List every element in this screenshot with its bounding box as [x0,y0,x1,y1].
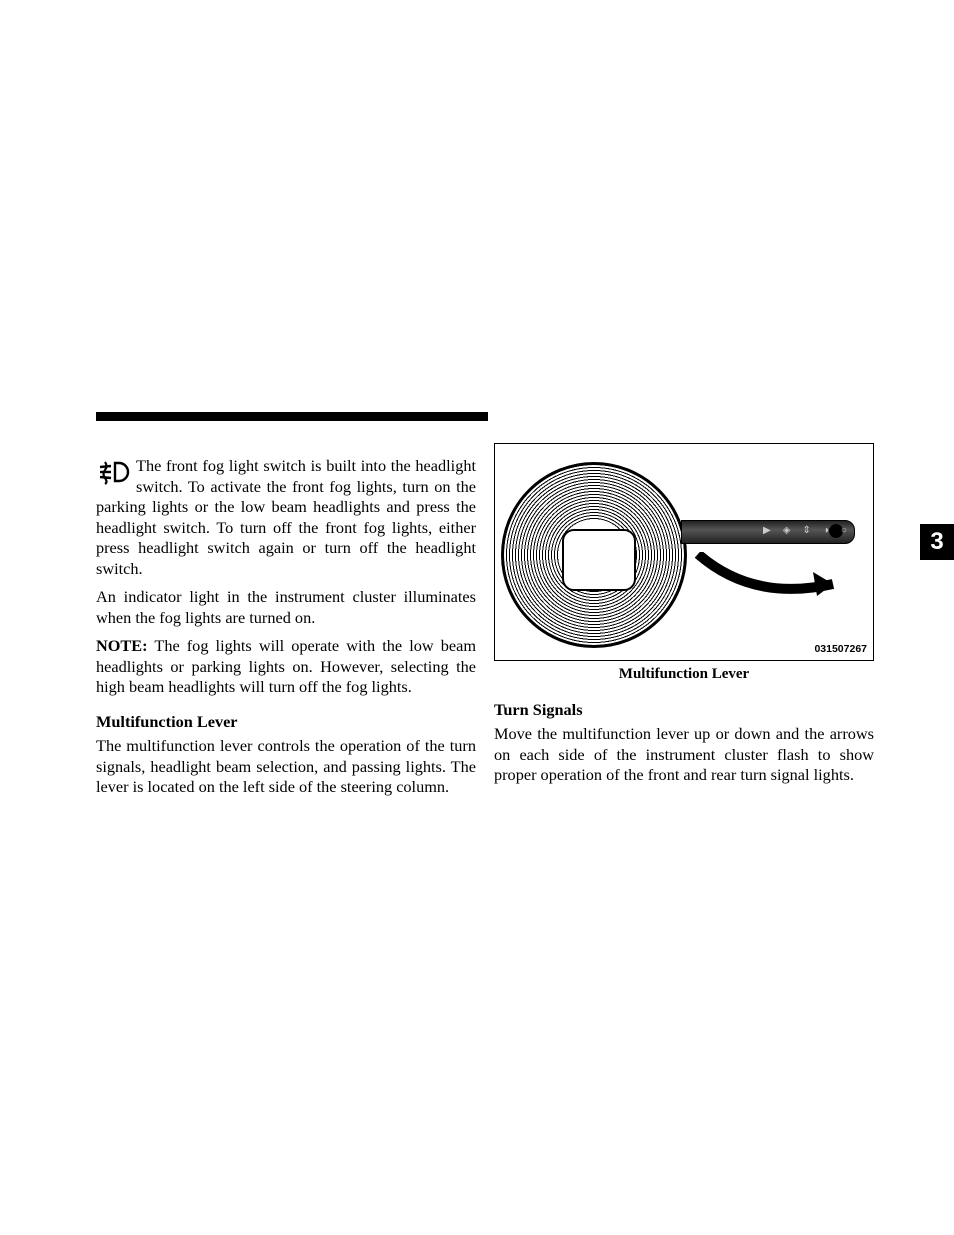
body-text: The front fog light switch is built into… [96,456,476,578]
note-label: NOTE: [96,636,148,655]
note-body: The fog lights will operate with the low… [96,636,476,696]
figure-multifunction-lever: ▶◈⇕◑○ 031507267 [494,443,874,661]
fog-light-icon [96,456,130,490]
chapter-tab: 3 [920,524,954,560]
body-text: Move the multifunction lever up or down … [494,724,874,786]
fog-light-paragraph: The front fog light switch is built into… [96,456,476,579]
note-paragraph: NOTE: The fog lights will operate with t… [96,636,476,698]
steering-wheel-graphic [501,462,687,648]
motion-arrow-icon [693,552,843,612]
section-heading-turn-signals: Turn Signals [494,700,874,721]
figure-code: 031507267 [814,643,867,656]
section-rule [96,412,488,421]
section-heading-multifunction-lever: Multifunction Lever [96,712,476,733]
lever-knob-graphic [829,524,843,538]
body-text: An indicator light in the instrument clu… [96,587,476,628]
figure-caption: Multifunction Lever [494,665,874,684]
steering-wheel-hub [562,529,636,591]
left-column: The front fog light switch is built into… [96,456,476,806]
right-column: ▶◈⇕◑○ 031507267 Multifunction Lever Turn… [494,443,874,794]
body-text: The multifunction lever controls the ope… [96,736,476,798]
page: 3 The front fog light switch is built in… [0,0,954,1235]
